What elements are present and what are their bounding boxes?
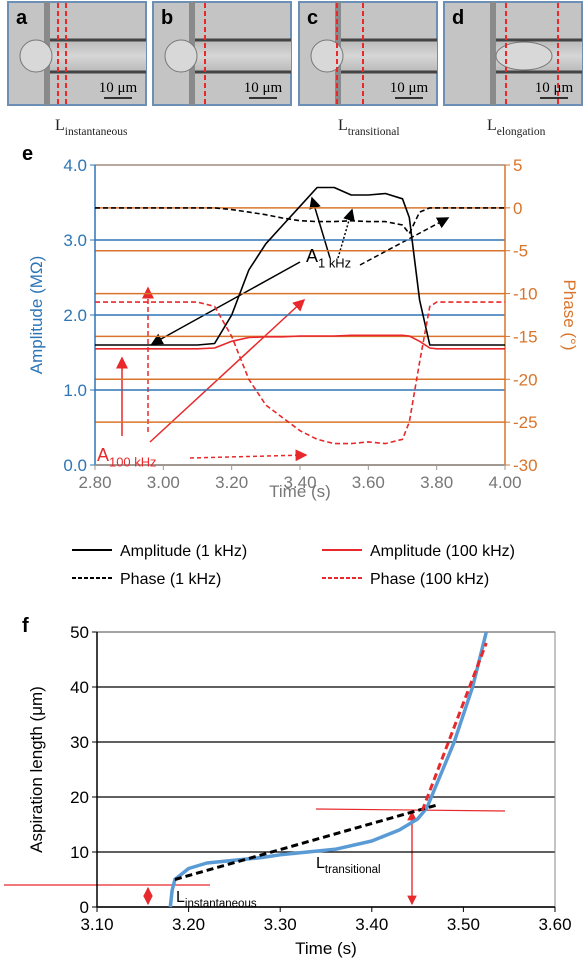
x-tick-label: 3.20	[215, 473, 248, 492]
annotation-main: A	[97, 445, 109, 465]
series-line	[168, 631, 488, 908]
length-label: Ltransitional	[338, 117, 400, 138]
length-label: Linstantaneous	[55, 117, 128, 138]
panel-letter: b	[161, 7, 173, 29]
y2-tick-label: -15	[513, 327, 538, 346]
length-label-sub: elongation	[497, 126, 546, 138]
x-tick-label: 3.10	[80, 915, 113, 934]
cell	[495, 41, 553, 71]
y2-tick-label: -10	[513, 285, 538, 304]
x-tick-label: 3.20	[172, 915, 205, 934]
micro-panel: a 10 μm	[7, 1, 147, 106]
length-label: Lelongation	[487, 117, 546, 138]
length-label-main: L	[55, 117, 65, 134]
x-tick-label: 3.60	[352, 473, 385, 492]
panel-letter: d	[452, 7, 464, 29]
annotation-sub: 1 kHz	[318, 255, 351, 270]
annotation-sub: 100 kHz	[109, 454, 157, 469]
x-tick-label: 3.60	[538, 915, 571, 934]
y-tick-label: 50	[70, 623, 89, 642]
annotation-main: A	[306, 246, 318, 266]
channel	[339, 40, 437, 72]
annotation-main: L	[176, 889, 185, 906]
length-label-sub: instantaneous	[65, 126, 128, 138]
wall	[490, 2, 496, 105]
scale-bar-label: 10 μm	[535, 80, 574, 96]
y2-axis-title: Phase (°)	[560, 279, 579, 350]
legend-label: Phase (100 kHz)	[370, 571, 489, 588]
y-axis-title: Aspiration length (μm)	[27, 686, 46, 853]
legend-label: Amplitude (100 kHz)	[370, 543, 515, 560]
series-line	[95, 186, 505, 346]
micro-panel: b 10 μm	[152, 1, 292, 106]
annotation-main: L	[316, 855, 325, 872]
y-tick-label: 4.0	[63, 156, 87, 175]
annotation: Linstantaneous	[176, 889, 257, 910]
legend-label: Amplitude (1 kHz)	[120, 543, 247, 560]
y2-tick-label: 0	[513, 199, 522, 218]
y-tick-label: 3.0	[63, 231, 87, 250]
cell	[19, 39, 53, 73]
x-tick-label: 3.80	[420, 473, 453, 492]
panel-letter: c	[307, 7, 318, 29]
length-label-main: L	[487, 117, 497, 134]
micro-panel: d 10 μm	[443, 1, 583, 106]
x-tick-label: 3.40	[283, 473, 316, 492]
x-tick-label: 4.00	[488, 473, 521, 492]
annotation: A100 kHz	[97, 445, 157, 469]
cell	[164, 39, 198, 73]
x-axis-title: Time (s)	[295, 939, 357, 958]
y-tick-label: 30	[70, 733, 89, 752]
y-tick-label: 2.0	[63, 306, 87, 325]
y2-tick-label: 5	[513, 156, 522, 175]
micro-panel: c 10 μm	[298, 1, 438, 106]
annotation-sub: instantaneous	[185, 898, 257, 910]
y-tick-label: 1.0	[63, 381, 87, 400]
y-tick-label: 40	[70, 678, 89, 697]
y2-tick-label: -5	[513, 242, 528, 261]
legend-label: Phase (1 kHz)	[120, 571, 221, 588]
scale-bar-label: 10 μm	[99, 80, 138, 96]
y2-tick-label: -25	[513, 413, 538, 432]
series-line	[420, 642, 488, 812]
channel	[48, 40, 146, 72]
channel	[193, 40, 291, 72]
x-tick-label: 3.30	[264, 915, 297, 934]
x-tick-label: 3.40	[355, 915, 388, 934]
scale-bar-label: 10 μm	[390, 80, 429, 96]
x-tick-label: 3.50	[447, 915, 480, 934]
series-line	[95, 334, 505, 350]
x-axis-title: Time (s)	[269, 482, 331, 501]
panel-letter: a	[16, 7, 28, 29]
x-tick-label: 2.80	[78, 473, 111, 492]
y2-tick-label: -30	[513, 456, 538, 475]
panel-letter: f	[22, 615, 29, 637]
y2-tick-label: -20	[513, 370, 538, 389]
y-tick-label: 20	[70, 788, 89, 807]
scale-bar-label: 10 μm	[244, 80, 283, 96]
length-label-main: L	[338, 117, 348, 134]
cell	[310, 39, 344, 73]
panel-letter: e	[22, 143, 33, 165]
y-tick-label: 10	[70, 843, 89, 862]
arrows-e	[116, 196, 450, 462]
annotation-sub: transitional	[325, 864, 381, 876]
x-tick-label: 3.00	[147, 473, 180, 492]
y-tick-label: 0.0	[63, 456, 87, 475]
markers-f	[4, 808, 506, 906]
series-line	[174, 803, 437, 881]
y-tick-label: 0	[80, 898, 89, 917]
annotation: Ltransitional	[316, 855, 381, 876]
length-label-sub: transitional	[348, 126, 400, 138]
y-axis-title: Amplitude (MΩ)	[27, 256, 46, 375]
series-line	[95, 207, 505, 235]
annotation: A1 kHz	[306, 246, 351, 270]
